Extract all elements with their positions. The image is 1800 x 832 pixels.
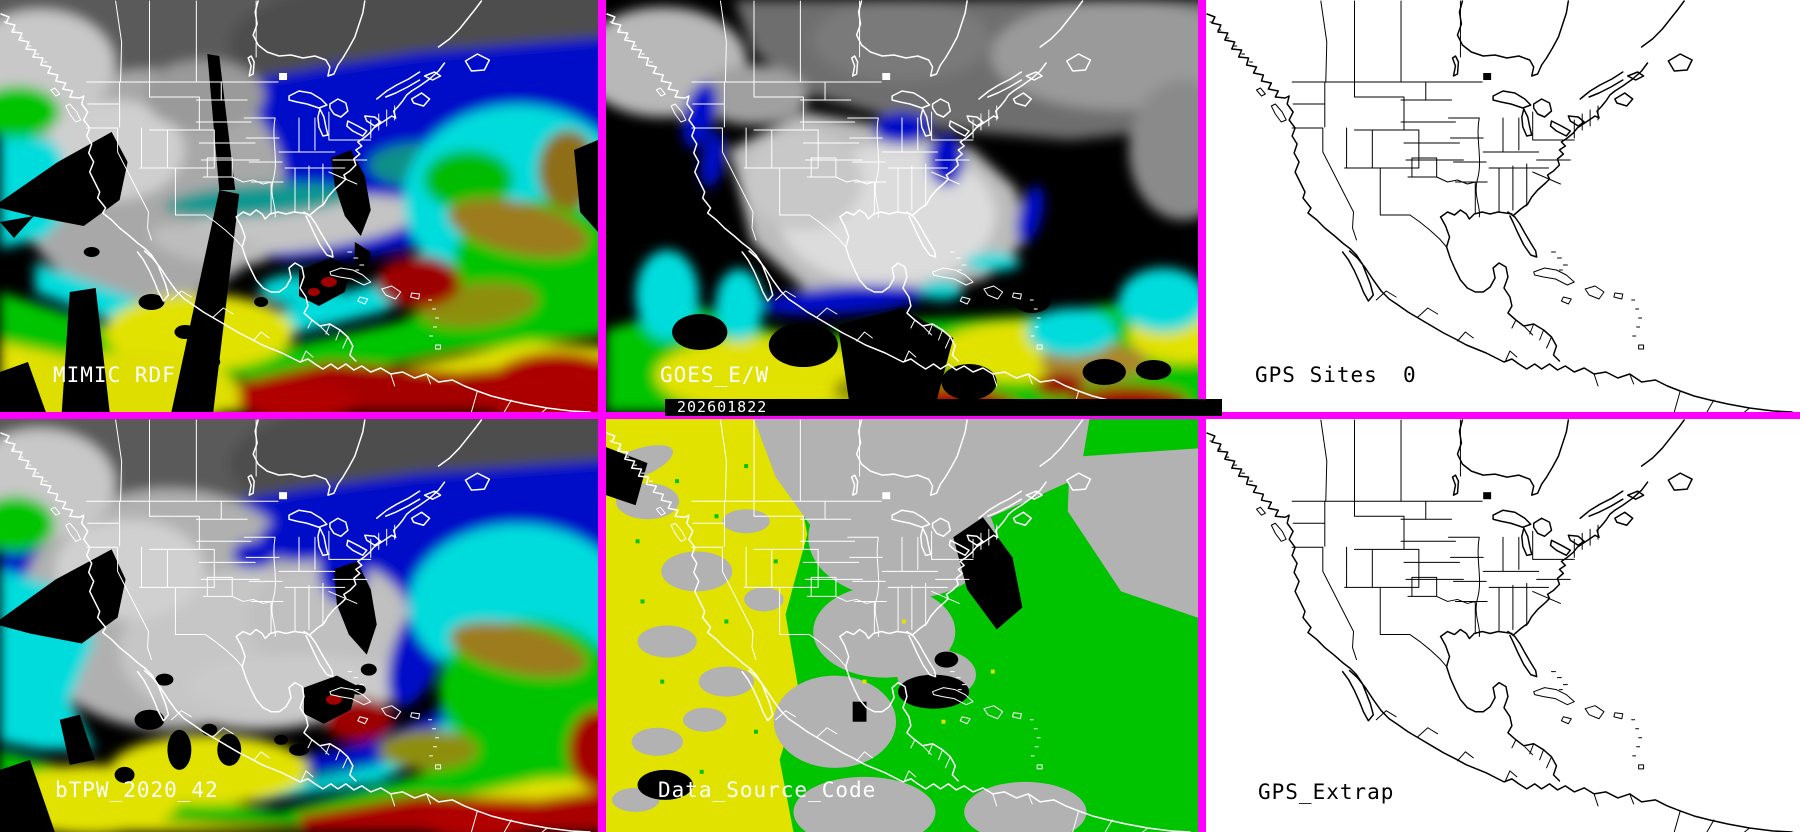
goes-ew-imagery [606,0,1198,412]
panel-label-data-source-code: Data_Source_Code [658,778,877,802]
data-source-code-imagery [606,419,1198,832]
yellow-speckles [862,619,995,724]
panel-mimic-rdf[interactable]: MIMIC RDF [0,0,598,412]
gps-sites-count: 0 [1403,363,1417,387]
timestamp-bar: 202601822 [665,399,1222,416]
panel-goes-ew[interactable]: GOES_E/W [606,0,1198,412]
panel-label-btpw: bTPW_2020_42 [55,778,219,802]
gps-extrap-map [1206,419,1800,832]
btpw-imagery [0,419,598,832]
panel-btpw[interactable]: bTPW_2020_42 [0,419,598,832]
mimic-rdf-imagery [0,0,598,412]
missing-data-patches [606,447,1023,800]
panel-gps-extrap[interactable]: GPS_Extrap [1206,419,1800,832]
panel-data-source-code[interactable]: Data_Source_Code [606,419,1198,832]
panel-label-gps-extrap: GPS_Extrap [1258,780,1395,804]
panel-gps-sites[interactable]: GPS Sites 0 [1206,0,1800,412]
no-data-gray-regions [606,419,1198,832]
missing-data-swaths [0,54,598,412]
panel-label-gps-sites: GPS Sites [1255,363,1378,387]
timestamp-text: 202601822 [677,398,768,416]
panel-label-mimic-rdf: MIMIC RDF [53,363,176,387]
green-speckles [635,464,778,774]
panel-label-goes-ew: GOES_E/W [660,363,770,387]
gps-sites-map [1206,0,1800,412]
